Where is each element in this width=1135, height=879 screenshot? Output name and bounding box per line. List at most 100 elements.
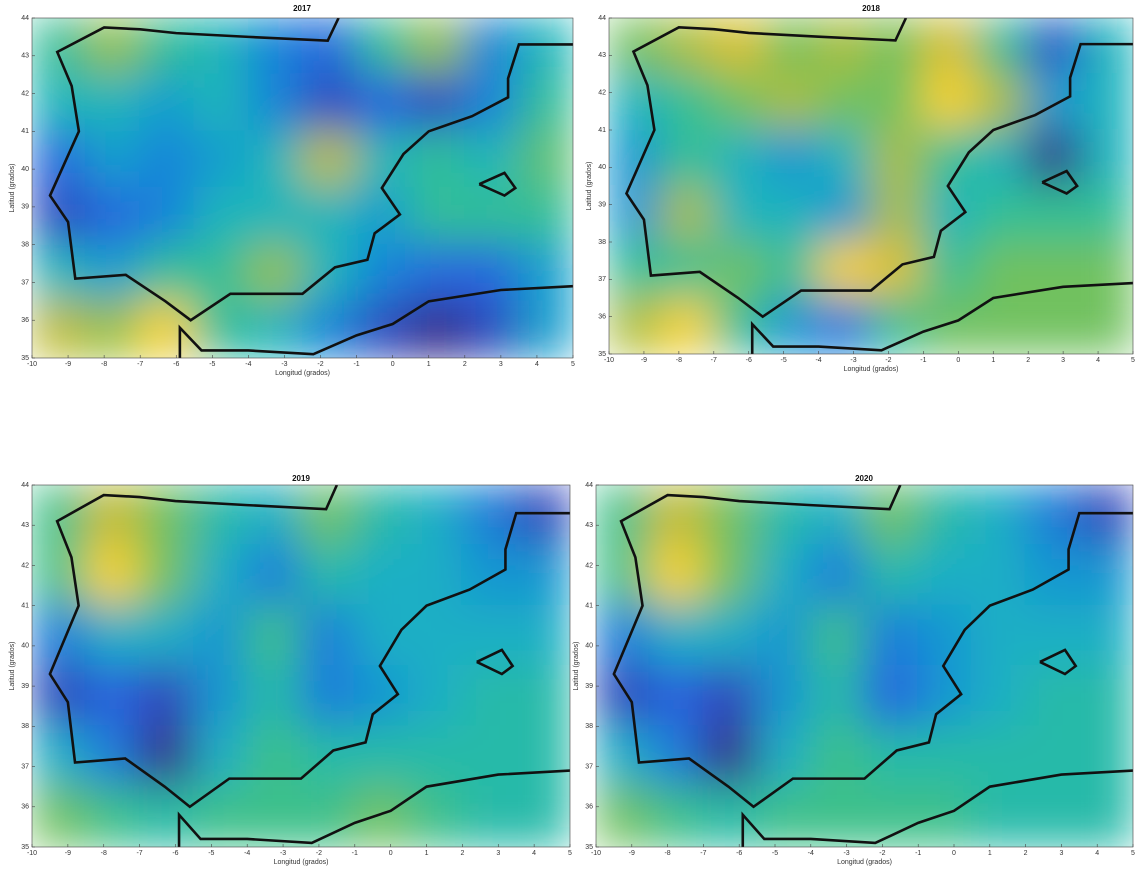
contour-cell <box>192 785 249 847</box>
chart-title: 2017 <box>293 4 311 13</box>
y-tick-label: 38 <box>585 723 593 730</box>
contour-cell <box>1078 485 1133 547</box>
coastline <box>1039 648 1078 676</box>
contour-cell <box>300 665 356 728</box>
contour-cell <box>1024 485 1081 547</box>
contour-cell <box>1024 604 1081 667</box>
contour-cell <box>660 241 715 299</box>
coastline <box>476 648 515 676</box>
contour-cell <box>660 297 715 354</box>
contour-cell <box>702 665 759 728</box>
y-tick-label: 44 <box>21 482 29 489</box>
contour-field <box>32 485 570 847</box>
y-tick-label: 37 <box>21 763 29 770</box>
coastline <box>48 485 570 809</box>
contour-cell <box>817 185 872 243</box>
contour-cell <box>922 129 977 187</box>
x-tick-label: 2 <box>1026 357 1030 364</box>
x-tick-label: -1 <box>353 361 359 368</box>
x-tick-label: 0 <box>391 361 395 368</box>
contour-cell <box>192 485 249 547</box>
contour-cell <box>32 604 87 667</box>
x-tick-label: -3 <box>843 850 849 857</box>
contour-cell <box>809 785 866 847</box>
x-tick-label: 1 <box>427 361 431 368</box>
contour-cell <box>922 185 977 243</box>
coastline <box>478 171 518 198</box>
contour-cell <box>702 725 759 788</box>
x-tick-label: 0 <box>389 850 393 857</box>
x-tick-label: -5 <box>209 361 215 368</box>
contour-cell <box>517 18 573 76</box>
contour-cell <box>300 544 356 607</box>
contour-cell <box>660 185 715 243</box>
contour-cell <box>765 185 820 243</box>
contour-cell <box>970 785 1027 847</box>
contour-cell <box>138 785 195 847</box>
contour-cell <box>648 785 705 847</box>
contour-cell <box>765 129 820 187</box>
contour-fill <box>32 18 573 358</box>
contour-cell <box>809 665 866 728</box>
contour-cell <box>974 297 1030 354</box>
x-tick-label: 4 <box>535 361 539 368</box>
contour-cell <box>765 297 820 354</box>
contour-cell <box>712 185 768 243</box>
contour-cell <box>660 73 715 131</box>
contour-cell <box>1027 185 1082 243</box>
contour-cell <box>702 544 759 607</box>
contour-cell <box>247 130 304 189</box>
x-axis-label: Longitud (grados) <box>844 366 899 373</box>
contour-cell <box>353 544 410 607</box>
contour-cell <box>193 73 250 133</box>
contour-cell <box>463 18 520 76</box>
contour-cell <box>1079 297 1133 354</box>
coastline <box>177 769 570 847</box>
y-tick-label: 35 <box>585 844 593 851</box>
coastline <box>1041 169 1079 195</box>
contour-cell <box>246 665 302 728</box>
contour-cell <box>817 297 872 354</box>
axes-frame <box>595 484 1134 848</box>
x-tick-label: -2 <box>317 361 323 368</box>
contour-cell <box>917 665 973 728</box>
contour-cell <box>84 665 141 728</box>
contour-cell <box>648 485 705 547</box>
contour-field <box>32 18 573 358</box>
x-tick-label: 3 <box>1059 850 1063 857</box>
contour-cell <box>139 18 196 76</box>
contour-cell <box>515 665 570 728</box>
coastline <box>750 281 1133 354</box>
contour-cell <box>712 297 768 354</box>
coastline <box>612 485 1133 809</box>
contour-cell <box>85 243 142 303</box>
contour-cell <box>1079 73 1133 131</box>
contour-cell <box>517 243 573 303</box>
y-tick-label: 43 <box>598 52 606 59</box>
x-tick-label: 0 <box>956 357 960 364</box>
contour-cell <box>84 785 141 847</box>
contour-cell <box>355 187 412 246</box>
contour-cell <box>817 129 872 187</box>
contour-cell <box>970 665 1027 728</box>
y-tick-label: 40 <box>598 164 606 171</box>
contour-cell <box>409 187 466 246</box>
y-tick-label: 42 <box>21 90 29 97</box>
contour-cell <box>648 604 705 667</box>
contour-cell <box>756 785 812 847</box>
contour-cell <box>300 485 356 547</box>
y-tick-label: 42 <box>21 562 29 569</box>
x-tick-label: 2 <box>463 361 467 368</box>
contour-cell <box>32 485 87 547</box>
x-tick-label: -5 <box>772 850 778 857</box>
contour-fill <box>32 485 570 847</box>
x-tick-label: 3 <box>1061 357 1065 364</box>
contour-cell <box>193 300 250 358</box>
y-tick-label: 41 <box>21 128 29 135</box>
contour-cell <box>409 18 466 76</box>
x-tick-label: 5 <box>571 361 575 368</box>
contour-cell <box>84 485 141 547</box>
x-tick-label: -10 <box>591 850 601 857</box>
contour-cell <box>139 187 196 246</box>
